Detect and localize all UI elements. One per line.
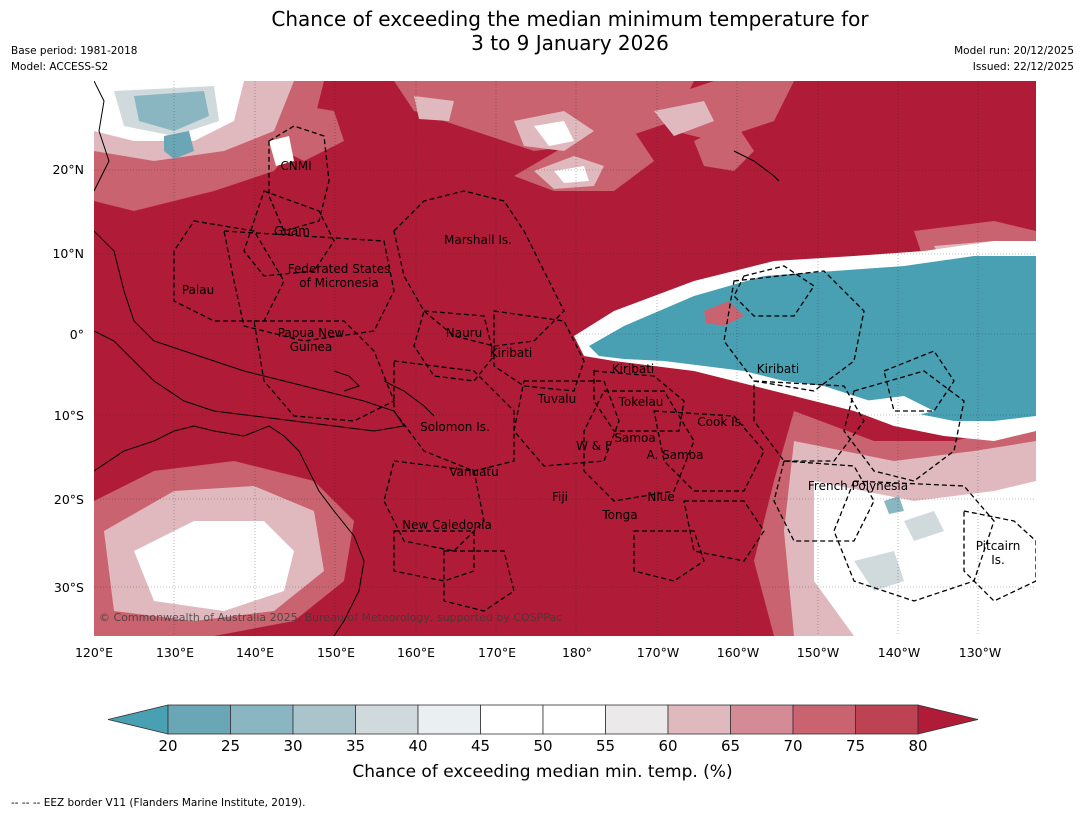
colorbar-tick-label: 60 — [658, 737, 678, 755]
base-period-text: Base period: 1981-2018 — [11, 45, 138, 57]
cold-tongue — [589, 256, 1036, 421]
place-label-tonga: Tonga — [601, 508, 637, 522]
model-text: Model: ACCESS-S2 — [11, 61, 109, 73]
meta-left: Base period: 1981-2018 Model: ACCESS-S2 — [11, 43, 137, 75]
place-label-nauru: Nauru — [446, 326, 482, 340]
lat-tick-label: 30°S — [53, 580, 84, 595]
map-canvas: CNMI Guam Marshall Is. Federated States of M… — [94, 81, 1036, 636]
lon-tick-label: 130°E — [155, 645, 194, 660]
colorbar-tick-label: 75 — [845, 737, 866, 755]
colorbar-block — [480, 704, 544, 735]
colorbar-block — [855, 704, 919, 735]
place-label-png: Papua New Guinea — [278, 326, 345, 354]
lat-tick-label: 20°S — [53, 492, 84, 507]
lon-tick-label: 170°E — [477, 645, 516, 660]
lat-tick-label: 0° — [69, 327, 84, 342]
gridlines — [94, 81, 1036, 636]
place-labels: CNMI Guam Marshall Is. Federated States of M… — [182, 159, 1020, 567]
meta-right: Model run: 20/12/2025 Issued: 22/12/2025 — [954, 43, 1074, 75]
colorbar-block — [230, 704, 294, 735]
colorbar-high-extension — [917, 704, 979, 735]
place-label-palau: Palau — [182, 283, 214, 297]
lon-tick-label: 140°W — [877, 645, 921, 660]
issued-text: Issued: 22/12/2025 — [972, 61, 1074, 73]
place-label-solomon: Solomon Is. — [420, 420, 490, 434]
place-label-kiribati-c: Kiribati — [612, 362, 654, 376]
place-label-tokelau: Tokelau — [618, 395, 664, 409]
copyright-text: © Commonwealth of Australia 2025, Bureau… — [99, 611, 562, 624]
lon-tick-label: 180° — [561, 645, 593, 660]
title-line-1: Chance of exceeding the median minimum t… — [271, 7, 869, 31]
colorbar-tick-label: 25 — [220, 737, 241, 755]
cold-tongue-hole — [704, 301, 744, 326]
place-label-frpoly: French Polynesia — [808, 479, 908, 493]
colorbar-tick-label: 70 — [783, 737, 803, 755]
place-label-newcal: New Caledonia — [402, 518, 492, 532]
colorbar-block — [355, 704, 419, 735]
colorbar-block — [417, 704, 481, 735]
lon-tick-label: 140°E — [235, 645, 274, 660]
lat-tick-label: 10°S — [53, 408, 84, 423]
model-run-text: Model run: 20/12/2025 — [954, 45, 1074, 57]
colorbar-tick-label: 50 — [533, 737, 553, 755]
place-label-cnmi: CNMI — [280, 159, 311, 173]
colorbar-tick-labels: 20 25 30 35 40 45 50 55 60 65 70 75 80 — [0, 737, 1085, 757]
place-label-vanuatu: Vanuatu — [449, 465, 499, 479]
title-line-2: 3 to 9 January 2026 — [471, 31, 669, 55]
colorbar-tick-label: 45 — [470, 737, 491, 755]
cool-regions — [134, 91, 904, 514]
colorbar-block — [292, 704, 356, 735]
lon-tick-label: 150°E — [316, 645, 355, 660]
place-label-fsm: Federated States of Micronesia — [288, 262, 390, 290]
place-label-kiribati-e: Kiribati — [757, 362, 799, 376]
colorbar-tick-label: 20 — [158, 737, 178, 755]
colorbar-tick-label: 80 — [908, 737, 928, 755]
lon-tick-label: 120°E — [74, 645, 113, 660]
lon-tick-label: 130°W — [958, 645, 1002, 660]
colorbar-tick-label: 65 — [720, 737, 741, 755]
colorbar-block — [730, 704, 794, 735]
map-title: Chance of exceeding the median minimum t… — [0, 7, 1085, 55]
place-label-cook: Cook Is. — [697, 415, 744, 429]
place-label-pitcairn: Pitcairn Is. — [976, 539, 1021, 567]
colorbar-tick-label: 55 — [595, 737, 616, 755]
colorbar-block — [542, 704, 606, 735]
colorbar — [107, 704, 979, 735]
eez-borders — [173, 125, 1036, 612]
colorbar-block — [167, 704, 231, 735]
colorbar-tick-label: 40 — [408, 737, 428, 755]
colorbar-label: Chance of exceeding median min. temp. (%… — [352, 762, 733, 782]
place-label-tuvalu: Tuvalu — [537, 392, 577, 406]
colorbar-low-extension — [107, 704, 169, 735]
colorbar-block — [792, 704, 856, 735]
lon-tick-label: 170°W — [636, 645, 680, 660]
eez-footnote: -- -- -- EEZ border V11 (Flanders Marine… — [11, 797, 306, 809]
colorbar-tick-label: 30 — [283, 737, 303, 755]
place-label-guam: Guam — [274, 224, 310, 238]
place-label-samoa: Samoa — [614, 431, 655, 445]
lat-tick-label: 20°N — [52, 162, 84, 177]
place-label-wf: W & F — [576, 439, 612, 453]
cold-spot — [164, 131, 194, 159]
lon-tick-label: 150°W — [796, 645, 840, 660]
colorbar-tick-label: 35 — [345, 737, 366, 755]
lon-tick-label: 160°W — [716, 645, 760, 660]
place-label-kiribati-w: Kiribati — [490, 346, 532, 360]
place-label-niue: Niue — [647, 490, 674, 504]
place-label-marshall: Marshall Is. — [444, 233, 512, 247]
colorbar-block — [605, 704, 669, 735]
lat-tick-label: 10°N — [52, 246, 84, 261]
place-label-asamoa: A. Samoa — [647, 448, 704, 462]
lon-tick-label: 160°E — [396, 645, 435, 660]
place-label-fiji: Fiji — [552, 490, 568, 504]
colorbar-blocks — [107, 704, 979, 735]
map-panel: CNMI Guam Marshall Is. Federated States of M… — [94, 81, 1036, 636]
colorbar-block — [667, 704, 731, 735]
